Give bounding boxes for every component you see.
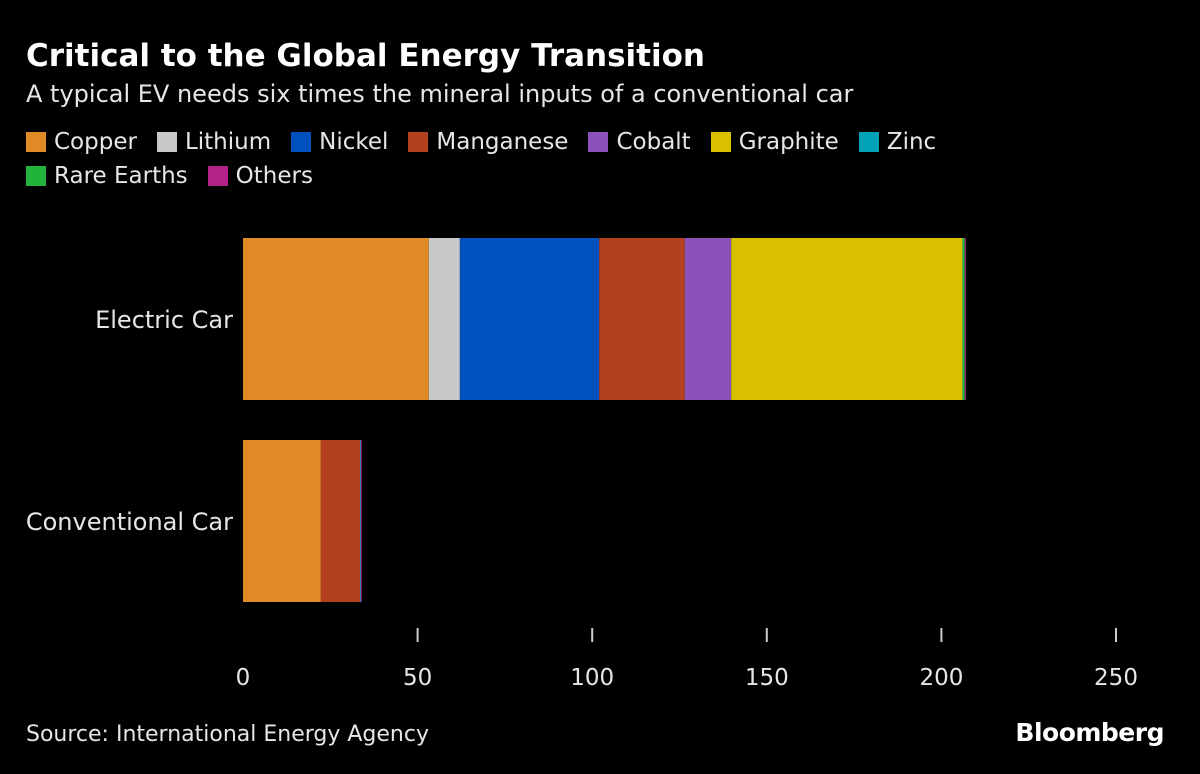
legend-label: Zinc: [886, 129, 937, 155]
x-tick-label: 50: [403, 665, 432, 691]
source-note: Source: International Energy Agency: [26, 722, 429, 747]
x-tick-label: 250: [1094, 665, 1138, 691]
chart-title: Critical to the Global Energy Transition: [26, 38, 705, 74]
bar-segment-lithium: [428, 238, 460, 400]
legend-swatch: [26, 132, 46, 152]
category-label: Electric Car: [95, 306, 233, 334]
legend: Copper Lithium Nickel Manganese Cobalt Graphi…: [26, 129, 1026, 189]
bar-segment-manganese: [599, 238, 685, 400]
legend-label: Rare Earths: [54, 163, 188, 189]
legend-item: Manganese: [408, 129, 569, 155]
legend-swatch: [156, 132, 177, 152]
legend-label: Copper: [54, 129, 137, 155]
x-tick-label: 200: [919, 665, 963, 691]
legend-item: Nickel: [291, 129, 389, 155]
bloomberg-logo: Bloomberg: [1015, 718, 1164, 747]
x-tick-label: 0: [236, 665, 251, 691]
legend-item: Lithium: [156, 129, 272, 155]
legend-swatch: [291, 132, 312, 152]
category-label: Conventional Car: [26, 508, 233, 536]
chart-subtitle: A typical EV needs six times the mineral…: [26, 80, 854, 108]
legend-item: Graphite: [710, 129, 839, 155]
legend-item: Zinc: [858, 129, 937, 155]
legend-item: Cobalt: [588, 129, 691, 155]
bar-segment-manganese: [320, 440, 360, 602]
bar-segment-nickel: [459, 238, 600, 400]
legend-swatch: [408, 132, 429, 152]
legend-item: Rare Earths: [26, 163, 188, 189]
legend-item: Copper: [26, 129, 137, 155]
bar-segment-others: [964, 238, 966, 400]
legend-swatch: [710, 132, 731, 152]
bar-segment-copper: [243, 238, 429, 400]
legend-label: Nickel: [319, 129, 389, 155]
legend-swatch: [858, 132, 879, 152]
bar-segment-copper: [243, 440, 321, 602]
legend-label: Cobalt: [616, 129, 691, 155]
bar-segment-zinc: [359, 440, 361, 602]
legend-label: Manganese: [436, 129, 569, 155]
legend-label: Graphite: [738, 129, 839, 155]
legend-swatch: [26, 166, 46, 186]
legend-label: Lithium: [184, 129, 272, 155]
legend-swatch: [207, 166, 228, 186]
bar-segment-rare-earths: [963, 238, 965, 400]
legend-label: Others: [235, 163, 313, 189]
x-tick-label: 150: [745, 665, 789, 691]
legend-swatch: [588, 132, 609, 152]
x-tick-label: 100: [570, 665, 614, 691]
bar-segment-cobalt: [684, 238, 732, 400]
bar-segment-others: [360, 440, 362, 602]
legend-item: Others: [207, 163, 313, 189]
bar-segment-graphite: [731, 238, 963, 400]
